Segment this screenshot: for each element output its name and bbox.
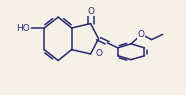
- Text: O: O: [87, 7, 94, 16]
- Text: O: O: [95, 49, 102, 58]
- Text: HO: HO: [17, 24, 30, 32]
- Text: O: O: [138, 30, 145, 39]
